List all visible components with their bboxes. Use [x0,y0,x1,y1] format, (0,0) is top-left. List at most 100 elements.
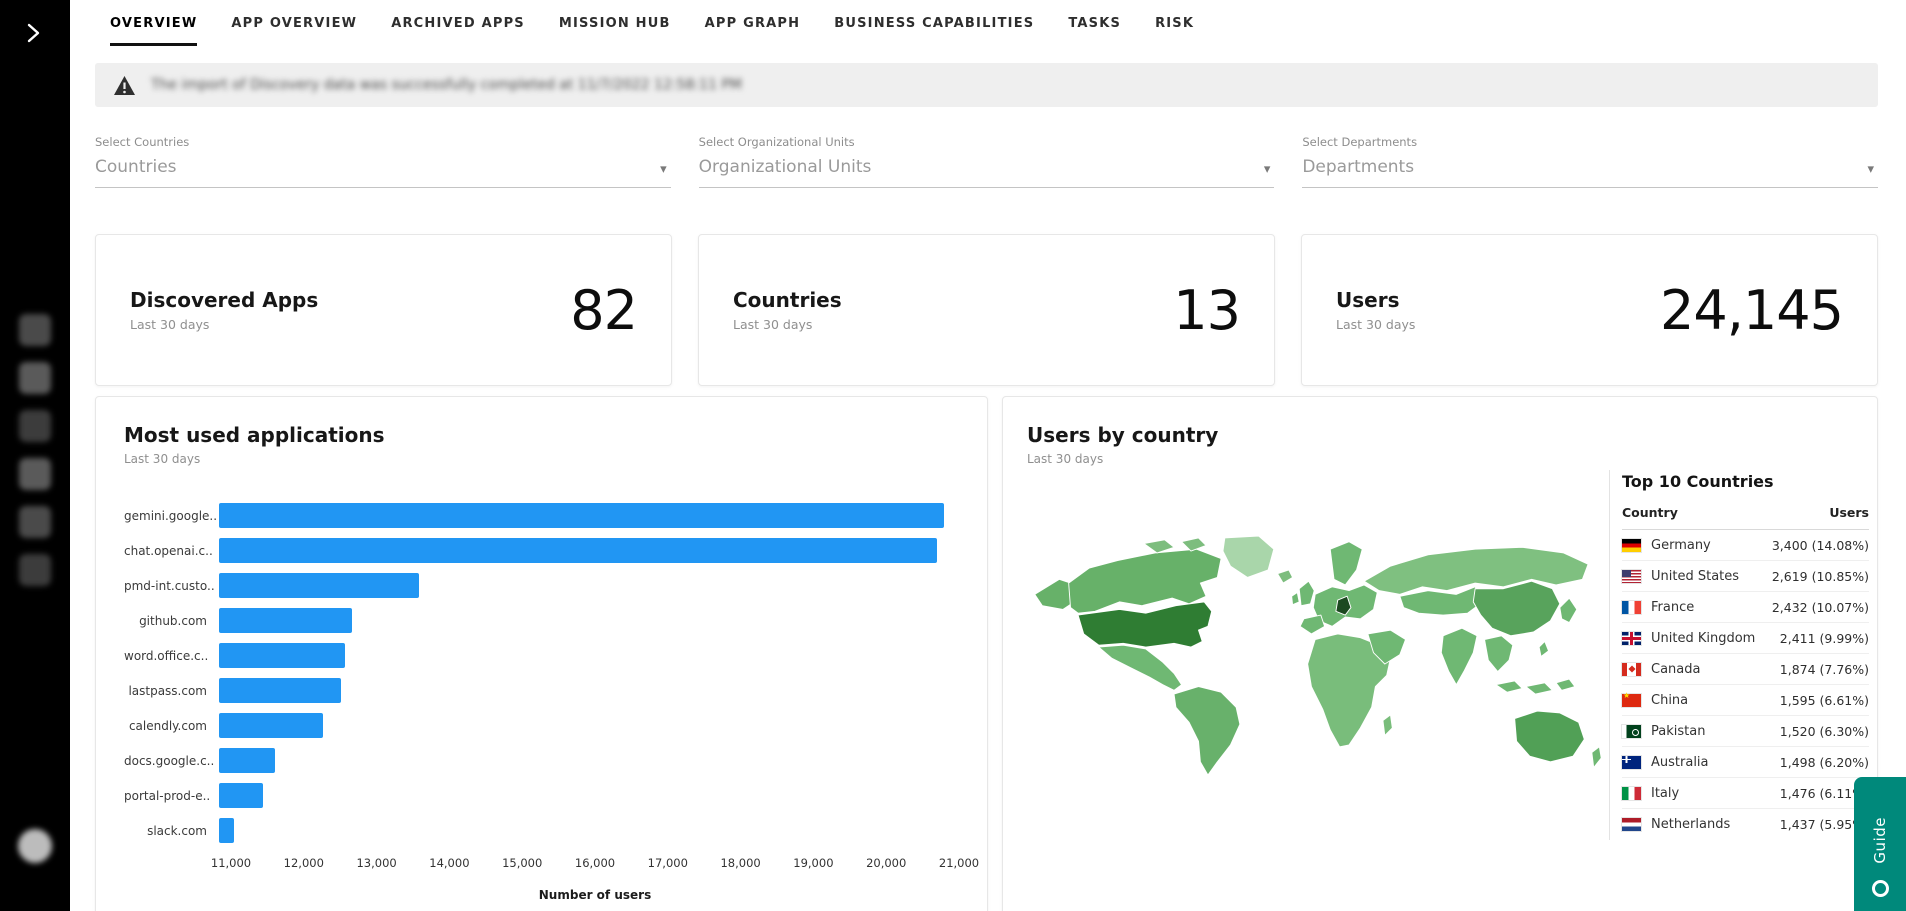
column-header-users: Users [1829,505,1869,520]
tab-app-overview[interactable]: APP OVERVIEW [231,16,358,31]
x-axis-label: Number of users [538,888,652,902]
map-card-subtitle: Last 30 days [1027,452,1104,466]
country-name: France [1651,599,1695,615]
bar[interactable] [219,818,234,843]
filter-value: Departments [1302,157,1415,177]
guide-tab-label: Guide [1871,817,1889,864]
bar-category-label: docs.google.c.. [124,753,215,768]
x-tick-label: 12,000 [283,856,324,870]
bar[interactable] [219,573,419,598]
tab-overview[interactable]: OVERVIEW [110,16,198,46]
tab-archived-apps[interactable]: ARCHIVED APPS [391,16,525,31]
bar[interactable] [219,678,342,703]
country-name: United States [1651,568,1740,584]
australia-flag-icon [1622,755,1641,769]
map-card-body: Top 10 Countries Country Users Germany 3,… [1027,470,1877,840]
map-landmass [1555,678,1576,691]
bar-row: pmd-int.custo.. [124,568,959,603]
bar[interactable] [219,643,345,668]
filter-departments[interactable]: Select Departments Departments ▾ [1302,135,1879,188]
x-tick-label: 15,000 [502,856,543,870]
country-australia [1514,710,1585,763]
bar-category-label: gemini.google.. [124,508,218,523]
tab-business-capabilities[interactable]: BUSINESS CAPABILITIES [834,16,1035,31]
sidebar-expand-button[interactable] [20,20,46,46]
sidebar-avatar[interactable] [18,829,52,863]
tab-bar: OVERVIEW APP OVERVIEW ARCHIVED APPS MISSION… [70,0,1906,46]
stats-row: Discovered Apps Last 30 days 82 Countries La… [95,234,1878,386]
guide-tab[interactable]: Guide [1854,777,1906,911]
x-tick-label: 18,000 [720,856,761,870]
country-row: Germany 3,400 (14.08%) [1622,530,1869,561]
bar-track [219,503,959,528]
map-landmass [1143,539,1175,554]
top-countries-title: Top 10 Countries [1622,472,1774,491]
world-map[interactable] [1031,536,1605,776]
country-row: Pakistan 1,520 (6.30%) [1622,716,1869,747]
stat-card-discovered-apps: Discovered Apps Last 30 days 82 [95,234,672,386]
main-content: OVERVIEW APP OVERVIEW ARCHIVED APPS MISSION… [70,0,1906,911]
map-landmass [1538,640,1550,657]
bar-row: word.office.c.. [124,638,959,673]
filter-label: Select Organizational Units [698,135,855,149]
blurred-app-icon[interactable] [19,314,51,346]
country-row: Australia 1,498 (6.20%) [1622,747,1869,778]
x-tick-label: 13,000 [356,856,397,870]
blurred-app-icon[interactable] [19,362,51,394]
stat-subtitle: Last 30 days [733,317,813,332]
bar[interactable] [219,783,264,808]
tab-risk[interactable]: RISK [1155,16,1195,31]
blurred-app-icon[interactable] [19,506,51,538]
bar-track [219,783,959,808]
stat-value: 13 [1173,278,1241,342]
x-tick-label: 16,000 [574,856,616,870]
canada-flag-icon [1622,662,1641,676]
bar[interactable] [219,538,937,563]
bar-category-label: portal-prod-e.. [124,788,211,803]
country-pakistan-india [1440,627,1478,686]
bar-track [219,643,959,668]
bar[interactable] [219,608,353,633]
country-canada [1068,548,1222,614]
country-name: United Kingdom [1651,630,1756,646]
filter-organizational-units[interactable]: Select Organizational Units Organizationa… [698,135,1275,188]
country-row: Canada 1,874 (7.76%) [1622,654,1869,685]
blurred-app-icon[interactable] [19,554,51,586]
map-landmass [1291,592,1300,606]
bar-row: calendly.com [124,708,959,743]
filter-value: Countries [95,157,177,177]
map-landmass [1525,682,1553,695]
country-russia [1363,546,1589,595]
filter-countries[interactable]: Select Countries Countries ▾ [95,135,671,188]
bar[interactable] [219,503,945,528]
country-row: France 2,432 (10.07%) [1622,592,1869,623]
blurred-app-icon[interactable] [19,410,51,442]
map-card-title: Users by country [1027,423,1219,447]
country-name: Germany [1651,537,1711,553]
world-map-wrap [1027,536,1609,776]
stat-value: 82 [570,278,638,342]
tab-mission-hub[interactable]: MISSION HUB [558,16,671,31]
bar-category-label: chat.openai.c.. [124,543,213,558]
netherlands-flag-icon [1622,818,1641,831]
bar-track [219,573,959,598]
germany-flag-icon [1622,538,1641,552]
blurred-app-icon[interactable] [19,458,51,490]
tab-app-graph[interactable]: APP GRAPH [704,16,801,31]
x-tick-label: 11,000 [210,856,252,870]
bar[interactable] [219,713,323,738]
tab-tasks[interactable]: TASKS [1068,16,1122,31]
stat-text: Discovered Apps Last 30 days [130,288,318,332]
filters-row: Select Countries Countries ▾ Select Organiz… [95,135,1879,188]
map-area [1027,470,1609,840]
bar[interactable] [219,748,275,773]
bar-row: slack.com [124,813,959,848]
italy-flag-icon [1622,786,1641,800]
map-landmass [1299,614,1326,635]
stat-card-countries: Countries Last 30 days 13 [698,234,1275,386]
chevron-down-icon: ▾ [660,162,667,177]
stat-title: Users [1336,288,1400,312]
map-landmass [1399,586,1484,616]
sidebar [0,0,70,911]
stat-text: Countries Last 30 days [733,288,842,332]
